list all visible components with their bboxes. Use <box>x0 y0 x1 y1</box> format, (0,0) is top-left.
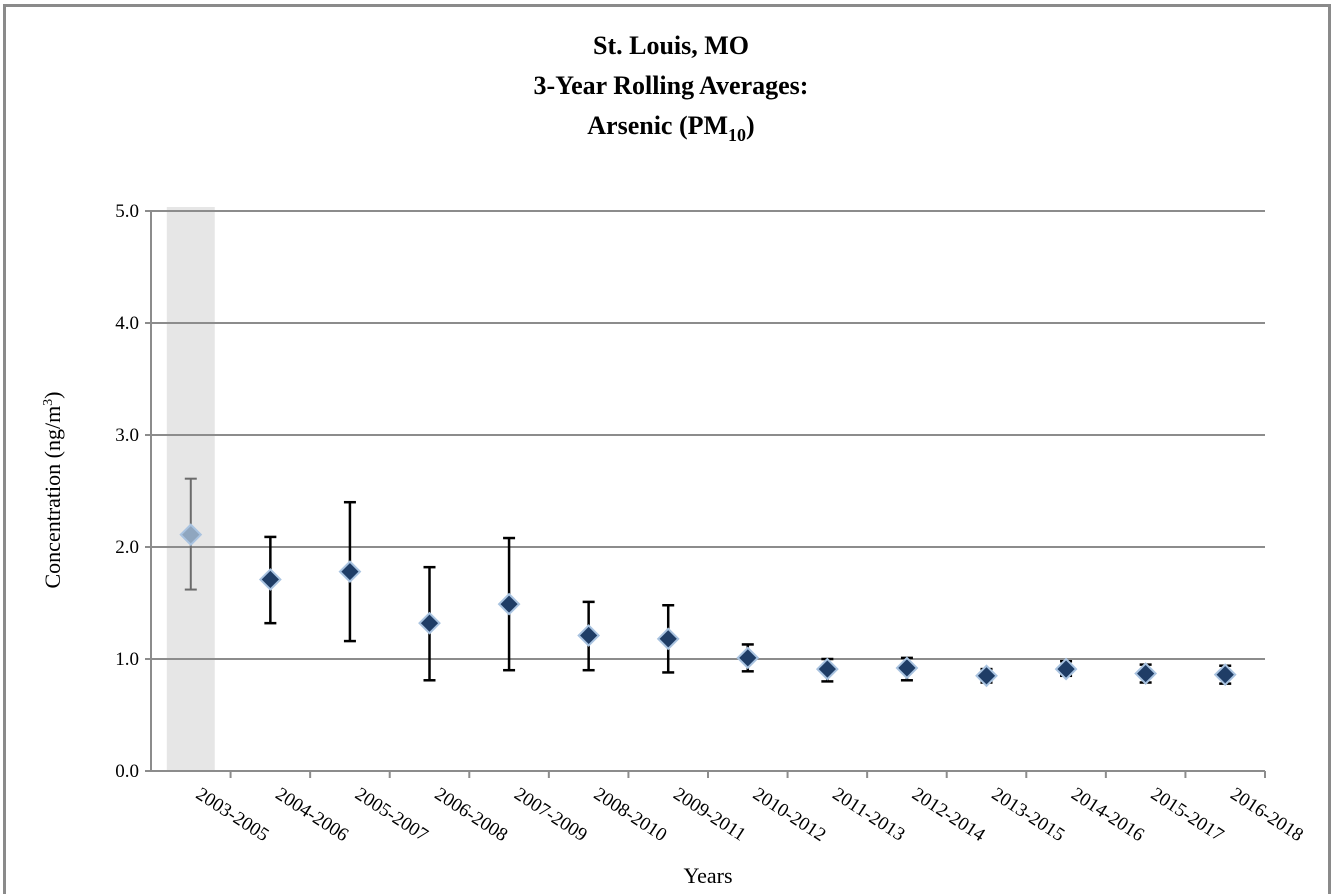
chart-frame <box>3 4 1331 894</box>
x-tick-label: 2009-2011 <box>669 784 749 846</box>
x-tick-label: 2006-2008 <box>431 784 511 846</box>
title-line-1: St. Louis, MO <box>593 31 749 60</box>
data-point-2004-2006 <box>258 568 282 591</box>
y-axis-title-close: ) <box>40 391 65 398</box>
x-axis-title: Years <box>683 863 732 888</box>
data-point-2003-2005 <box>179 523 203 547</box>
y-tick-label: 4.0 <box>115 313 139 334</box>
title-line-3-subscript: 10 <box>728 125 746 145</box>
chart-title: St. Louis, MO 3-Year Rolling Averages: A… <box>534 31 809 145</box>
x-tick-label: 2003-2005 <box>192 784 272 846</box>
x-tick-label: 2010-2012 <box>749 784 829 846</box>
data-point-2007-2009 <box>497 592 521 616</box>
x-tick-labels: 2003-2005 2004-2006 2005-2007 2006-2008 2007… <box>192 784 1307 847</box>
data-point-2016-2018 <box>1213 663 1237 687</box>
data-point-2013-2015 <box>975 664 998 688</box>
title-line-3-close: ) <box>746 111 755 140</box>
axes <box>150 211 1266 778</box>
title-line-3: Arsenic (PM10) <box>587 111 754 145</box>
y-tick-label: 0.0 <box>115 761 139 782</box>
data-point-2014-2016 <box>1054 657 1078 681</box>
x-tick-label: 2013-2015 <box>988 784 1068 846</box>
y-tick-label: 1.0 <box>115 649 139 670</box>
y-tick-label: 3.0 <box>115 425 139 446</box>
y-axis-title-main: Concentration (ng/m <box>40 406 65 589</box>
x-tick-label: 2004-2006 <box>272 784 352 846</box>
x-tick-label: 2008-2010 <box>590 784 670 846</box>
gridlines <box>145 210 1265 772</box>
y-axis-title-superscript: 3 <box>41 399 56 406</box>
title-line-2: 3-Year Rolling Averages: <box>534 71 809 100</box>
y-tick-label: 5.0 <box>115 201 139 222</box>
error-bars <box>184 477 1232 685</box>
x-tick-label: 2007-2009 <box>510 784 590 846</box>
x-tick-label: 2016-2018 <box>1226 784 1306 846</box>
y-axis-title: Concentration (ng/m3) <box>40 391 65 588</box>
data-point-2009-2011 <box>656 627 680 651</box>
data-point-2012-2014 <box>895 656 919 680</box>
title-line-3-main: Arsenic (PM <box>587 111 728 140</box>
x-tick-label: 2012-2014 <box>908 784 989 847</box>
data-point-2005-2007 <box>338 560 362 584</box>
data-points <box>179 523 1237 688</box>
x-tick-label: 2015-2017 <box>1147 784 1227 846</box>
data-point-2010-2012 <box>736 646 760 670</box>
data-point-2015-2017 <box>1134 662 1158 685</box>
y-tick-labels: 0.0 1.0 2.0 3.0 4.0 5.0 <box>115 201 139 782</box>
x-tick-label: 2011-2013 <box>829 784 909 846</box>
x-tick-label: 2005-2007 <box>351 784 431 846</box>
y-tick-label: 2.0 <box>115 537 139 558</box>
data-point-2011-2013 <box>815 657 839 681</box>
data-point-2006-2008 <box>418 611 441 635</box>
x-tick-label: 2014-2016 <box>1067 784 1147 846</box>
data-point-2008-2010 <box>577 624 601 647</box>
